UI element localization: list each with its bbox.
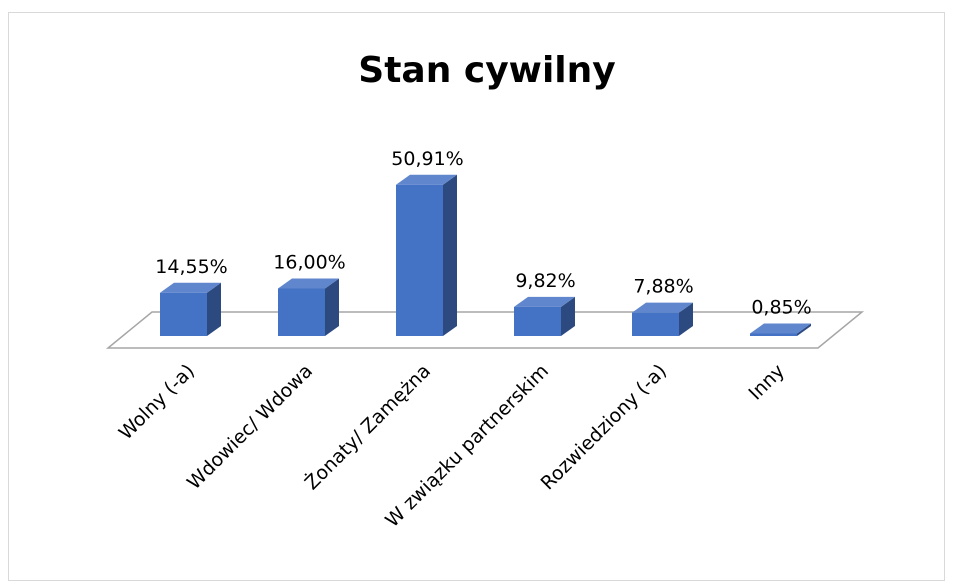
bar (750, 323, 811, 336)
bar-top (396, 174, 457, 185)
floor (105, 311, 865, 349)
value-label: 16,00% (273, 251, 345, 273)
bar-top (632, 302, 693, 313)
bar-top (160, 282, 221, 293)
bar-front (396, 184, 443, 336)
value-label: 7,88% (633, 276, 693, 298)
bar-side (561, 296, 575, 336)
bar-side (679, 302, 693, 336)
bar-front (160, 292, 207, 336)
bar-front (750, 333, 797, 336)
value-label: 0,85% (751, 296, 811, 318)
bar-side (207, 282, 221, 336)
bar (278, 278, 339, 336)
value-label: 50,91% (391, 148, 463, 170)
bar-top (750, 323, 811, 334)
value-label: 9,82% (515, 270, 575, 292)
bar (160, 282, 221, 336)
bar-front (632, 312, 679, 336)
bar-front (278, 288, 325, 336)
bar-side (443, 174, 457, 336)
value-label: 14,55% (155, 256, 227, 278)
bar (514, 296, 575, 336)
bar-side (797, 323, 811, 336)
bar-front (514, 306, 561, 336)
bar-side (325, 278, 339, 336)
bar (396, 174, 457, 336)
bar (632, 302, 693, 336)
bar-top (514, 296, 575, 307)
bar-top (278, 278, 339, 289)
chart-title: Stan cywilny (358, 50, 615, 91)
